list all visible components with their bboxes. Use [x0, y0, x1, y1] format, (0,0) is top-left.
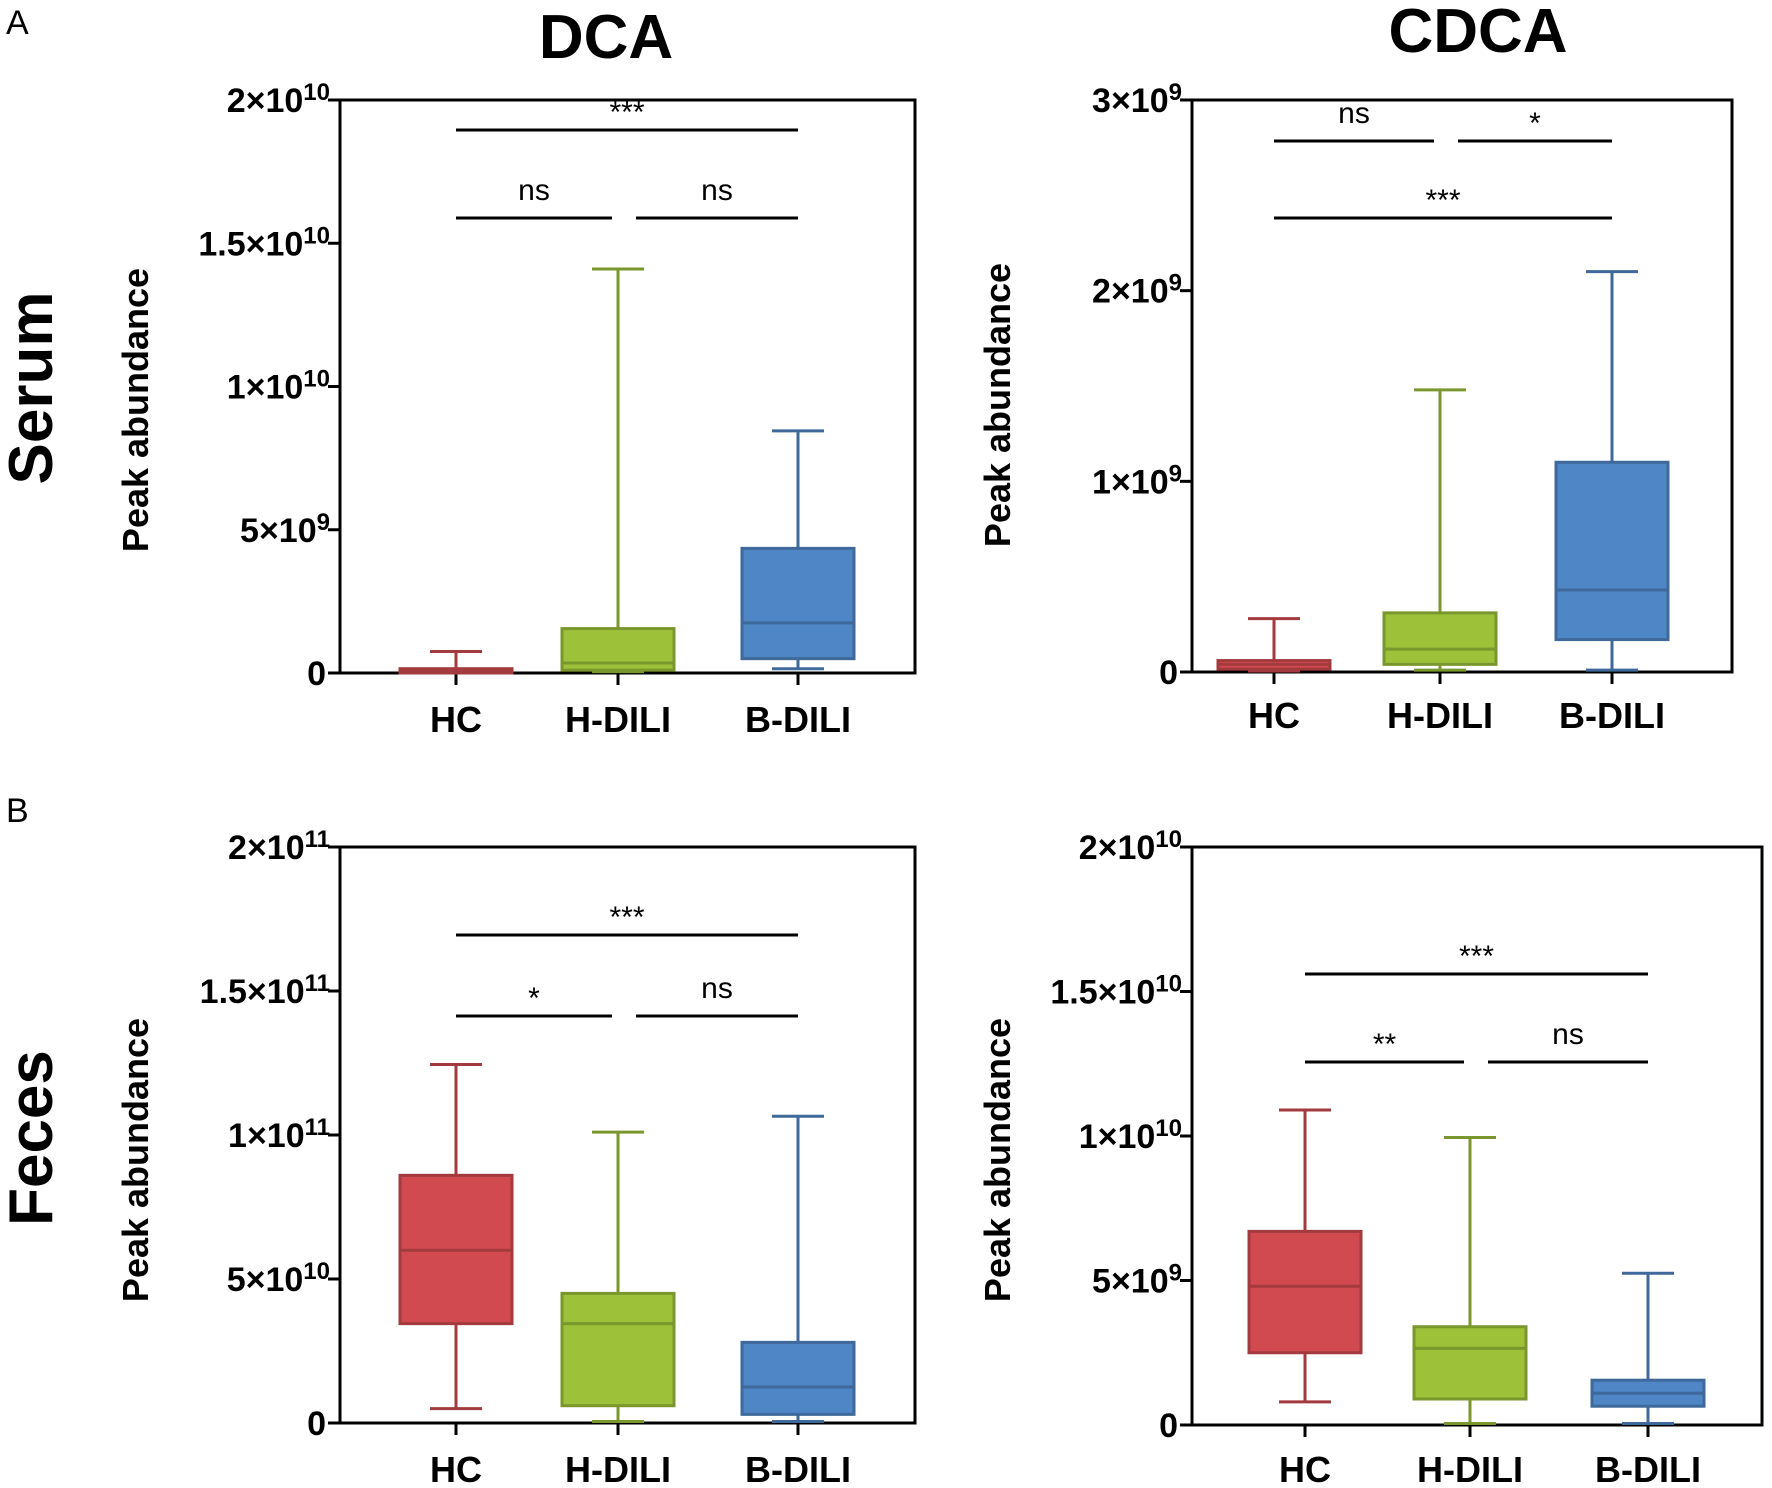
box-iqr — [1554, 460, 1670, 642]
y-tick-label: 0 — [307, 655, 326, 693]
x-tick-label-hc: HC — [430, 699, 482, 740]
significance-h-dili-vs-b-dili: ns — [636, 972, 798, 1018]
significance-hc-vs-h-dili: ns — [1274, 97, 1434, 143]
box-b-dili — [1554, 270, 1670, 672]
x-tick-label-h-dili: H-DILI — [565, 699, 671, 740]
y-tick-label: 2×1010 — [227, 79, 330, 120]
y-tick-label: 1×1010 — [1079, 1115, 1182, 1156]
box-iqr — [740, 546, 856, 661]
significance-label: *** — [609, 901, 644, 934]
y-tick-label: 1×109 — [1092, 460, 1182, 501]
y-tick-label: 2×1010 — [1079, 826, 1182, 867]
x-tick-label-b-dili: B-DILI — [1595, 1449, 1701, 1488]
box-b-dili — [740, 1114, 856, 1424]
y-tick-label: 1×1011 — [228, 1114, 330, 1155]
plot-frame — [1190, 98, 1734, 674]
box-iqr — [1247, 1229, 1363, 1355]
x-tick-label-hc: HC — [430, 1449, 482, 1488]
significance-label: ns — [518, 174, 550, 207]
column-title-cdca: CDCA — [1388, 0, 1567, 66]
y-axis-label: Peak abundance — [977, 263, 1018, 547]
box-hc — [1216, 617, 1332, 673]
significance-hc-vs-b-dili: *** — [456, 96, 798, 132]
box-b-dili — [740, 429, 856, 671]
chart-serum-dca: Peak abundance 0 5×109 1×1010 1.5×1010 2×1010… — [115, 79, 917, 740]
x-tick-label-h-dili: H-DILI — [565, 1449, 671, 1488]
x-tick-label-b-dili: B-DILI — [1559, 695, 1665, 736]
box-hc — [1247, 1108, 1363, 1404]
significance-hc-vs-b-dili: *** — [1305, 940, 1648, 976]
y-tick-label: 1×1010 — [227, 366, 330, 407]
significance-hc-vs-h-dili: * — [456, 982, 612, 1018]
significance-hc-vs-b-dili: *** — [456, 901, 798, 937]
y-tick-label: 2×109 — [1092, 270, 1182, 311]
box-b-dili — [1590, 1271, 1706, 1426]
significance-label: ns — [1552, 1018, 1584, 1051]
y-tick-label: 5×1010 — [227, 1258, 330, 1299]
y-tick-label: 3×109 — [1092, 79, 1182, 120]
chart-feces-cdca: Peak abundance 0 5×109 1×1010 1.5×1010 2×1010… — [977, 826, 1764, 1488]
y-tick-label: 0 — [1159, 1407, 1178, 1445]
y-axis-label: Peak abundance — [115, 1018, 156, 1302]
significance-label: *** — [1425, 184, 1460, 217]
box-iqr — [740, 1340, 856, 1416]
row-title-serum: Serum — [0, 292, 66, 485]
significance-hc-vs-h-dili: ns — [456, 174, 612, 220]
box-h-dili — [1382, 388, 1498, 672]
row-title-feces: Feces — [0, 1050, 66, 1226]
box-iqr — [560, 1291, 676, 1408]
significance-label: *** — [1459, 940, 1494, 973]
panel-label-b: B — [6, 792, 29, 830]
significance-label: ns — [1338, 97, 1370, 130]
significance-h-dili-vs-b-dili: ns — [636, 174, 798, 220]
x-tick-label-hc: HC — [1248, 695, 1300, 736]
x-tick-label-b-dili: B-DILI — [745, 699, 851, 740]
box-iqr — [1412, 1325, 1528, 1401]
significance-label: * — [1529, 107, 1541, 140]
significance-h-dili-vs-b-dili: * — [1458, 107, 1612, 143]
significance-hc-vs-b-dili: *** — [1274, 184, 1612, 220]
y-tick-label: 2×1011 — [228, 826, 330, 867]
y-tick-label: 0 — [307, 1405, 326, 1443]
y-tick-label: 1.5×1010 — [1050, 971, 1182, 1012]
significance-label: * — [528, 982, 540, 1015]
x-tick-label-h-dili: H-DILI — [1417, 1449, 1523, 1488]
y-tick-label: 1.5×1010 — [198, 222, 330, 263]
significance-hc-vs-h-dili: ** — [1305, 1028, 1464, 1064]
chart-feces-dca: Peak abundance 0 5×1010 1×1011 1.5×1011 2×101… — [115, 826, 917, 1488]
y-tick-label: 5×109 — [1092, 1260, 1182, 1301]
box-hc — [398, 1062, 514, 1411]
x-tick-label-h-dili: H-DILI — [1387, 695, 1493, 736]
box-hc — [398, 650, 514, 675]
significance-label: ** — [1373, 1028, 1397, 1061]
significance-label: ns — [701, 174, 733, 207]
y-axis-label: Peak abundance — [115, 268, 156, 552]
column-title-dca: DCA — [539, 3, 673, 72]
box-h-dili — [560, 267, 676, 674]
chart-serum-cdca: Peak abundance 0 1×109 2×109 3×109 HC H-DILI B-… — [977, 79, 1734, 736]
y-tick-label: 0 — [1159, 654, 1178, 692]
significance-label: ns — [701, 972, 733, 1005]
box-h-dili — [1412, 1135, 1528, 1426]
box-h-dili — [560, 1130, 676, 1424]
x-tick-label-b-dili: B-DILI — [745, 1449, 851, 1488]
y-axis-label: Peak abundance — [977, 1018, 1018, 1302]
y-tick-label: 5×109 — [240, 509, 330, 550]
box-iqr — [1382, 611, 1498, 666]
significance-label: *** — [609, 96, 644, 129]
x-tick-label-hc: HC — [1279, 1449, 1331, 1488]
significance-h-dili-vs-b-dili: ns — [1488, 1018, 1648, 1064]
panel-label-a: A — [6, 4, 29, 42]
y-tick-label: 1.5×1011 — [200, 970, 330, 1011]
